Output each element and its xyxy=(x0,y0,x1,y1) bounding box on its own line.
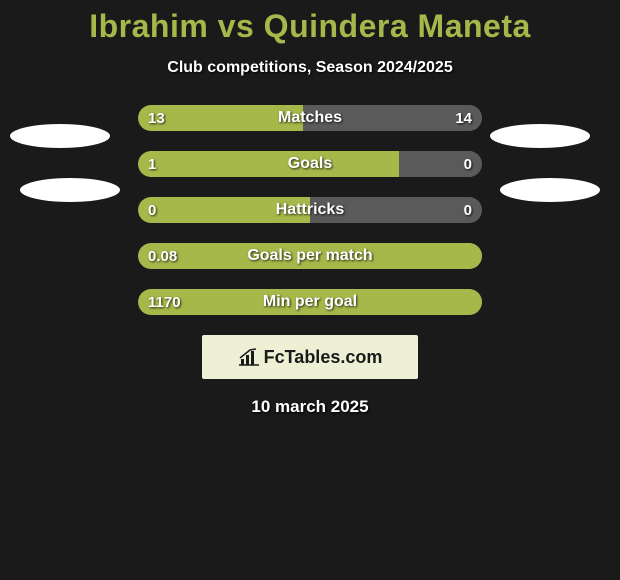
stat-bar-right xyxy=(310,197,482,223)
stat-bar-track xyxy=(138,151,482,177)
stat-bar-track xyxy=(138,197,482,223)
stat-row: 1314Matches xyxy=(138,105,482,131)
stat-bar-track xyxy=(138,243,482,269)
side-ellipse xyxy=(500,178,600,202)
side-ellipse xyxy=(10,124,110,148)
stat-value-right: 0 xyxy=(464,151,472,177)
side-ellipse xyxy=(490,124,590,148)
stat-bar-left xyxy=(138,151,399,177)
stat-bar-track xyxy=(138,105,482,131)
stat-value-left: 0 xyxy=(148,197,156,223)
side-ellipse xyxy=(20,178,120,202)
stat-bar-left xyxy=(138,197,310,223)
stat-bar-track xyxy=(138,289,482,315)
stat-value-left: 0.08 xyxy=(148,243,177,269)
date-line: 10 march 2025 xyxy=(0,397,620,417)
logo-text: FcTables.com xyxy=(264,347,383,368)
stat-value-left: 1 xyxy=(148,151,156,177)
stat-bar-left xyxy=(138,243,482,269)
subtitle: Club competitions, Season 2024/2025 xyxy=(0,59,620,77)
stat-value-right: 14 xyxy=(455,105,472,131)
stat-bar-left xyxy=(138,289,482,315)
logo-box: FcTables.com xyxy=(202,335,418,379)
stat-row: 1170Min per goal xyxy=(138,289,482,315)
stat-row: 0.08Goals per match xyxy=(138,243,482,269)
stat-row: 10Goals xyxy=(138,151,482,177)
stat-row: 00Hattricks xyxy=(138,197,482,223)
stat-value-left: 1170 xyxy=(148,289,181,315)
bar-chart-icon xyxy=(238,348,260,366)
page-title: Ibrahim vs Quindera Maneta xyxy=(0,0,620,45)
stat-value-right: 0 xyxy=(464,197,472,223)
stat-value-left: 13 xyxy=(148,105,165,131)
